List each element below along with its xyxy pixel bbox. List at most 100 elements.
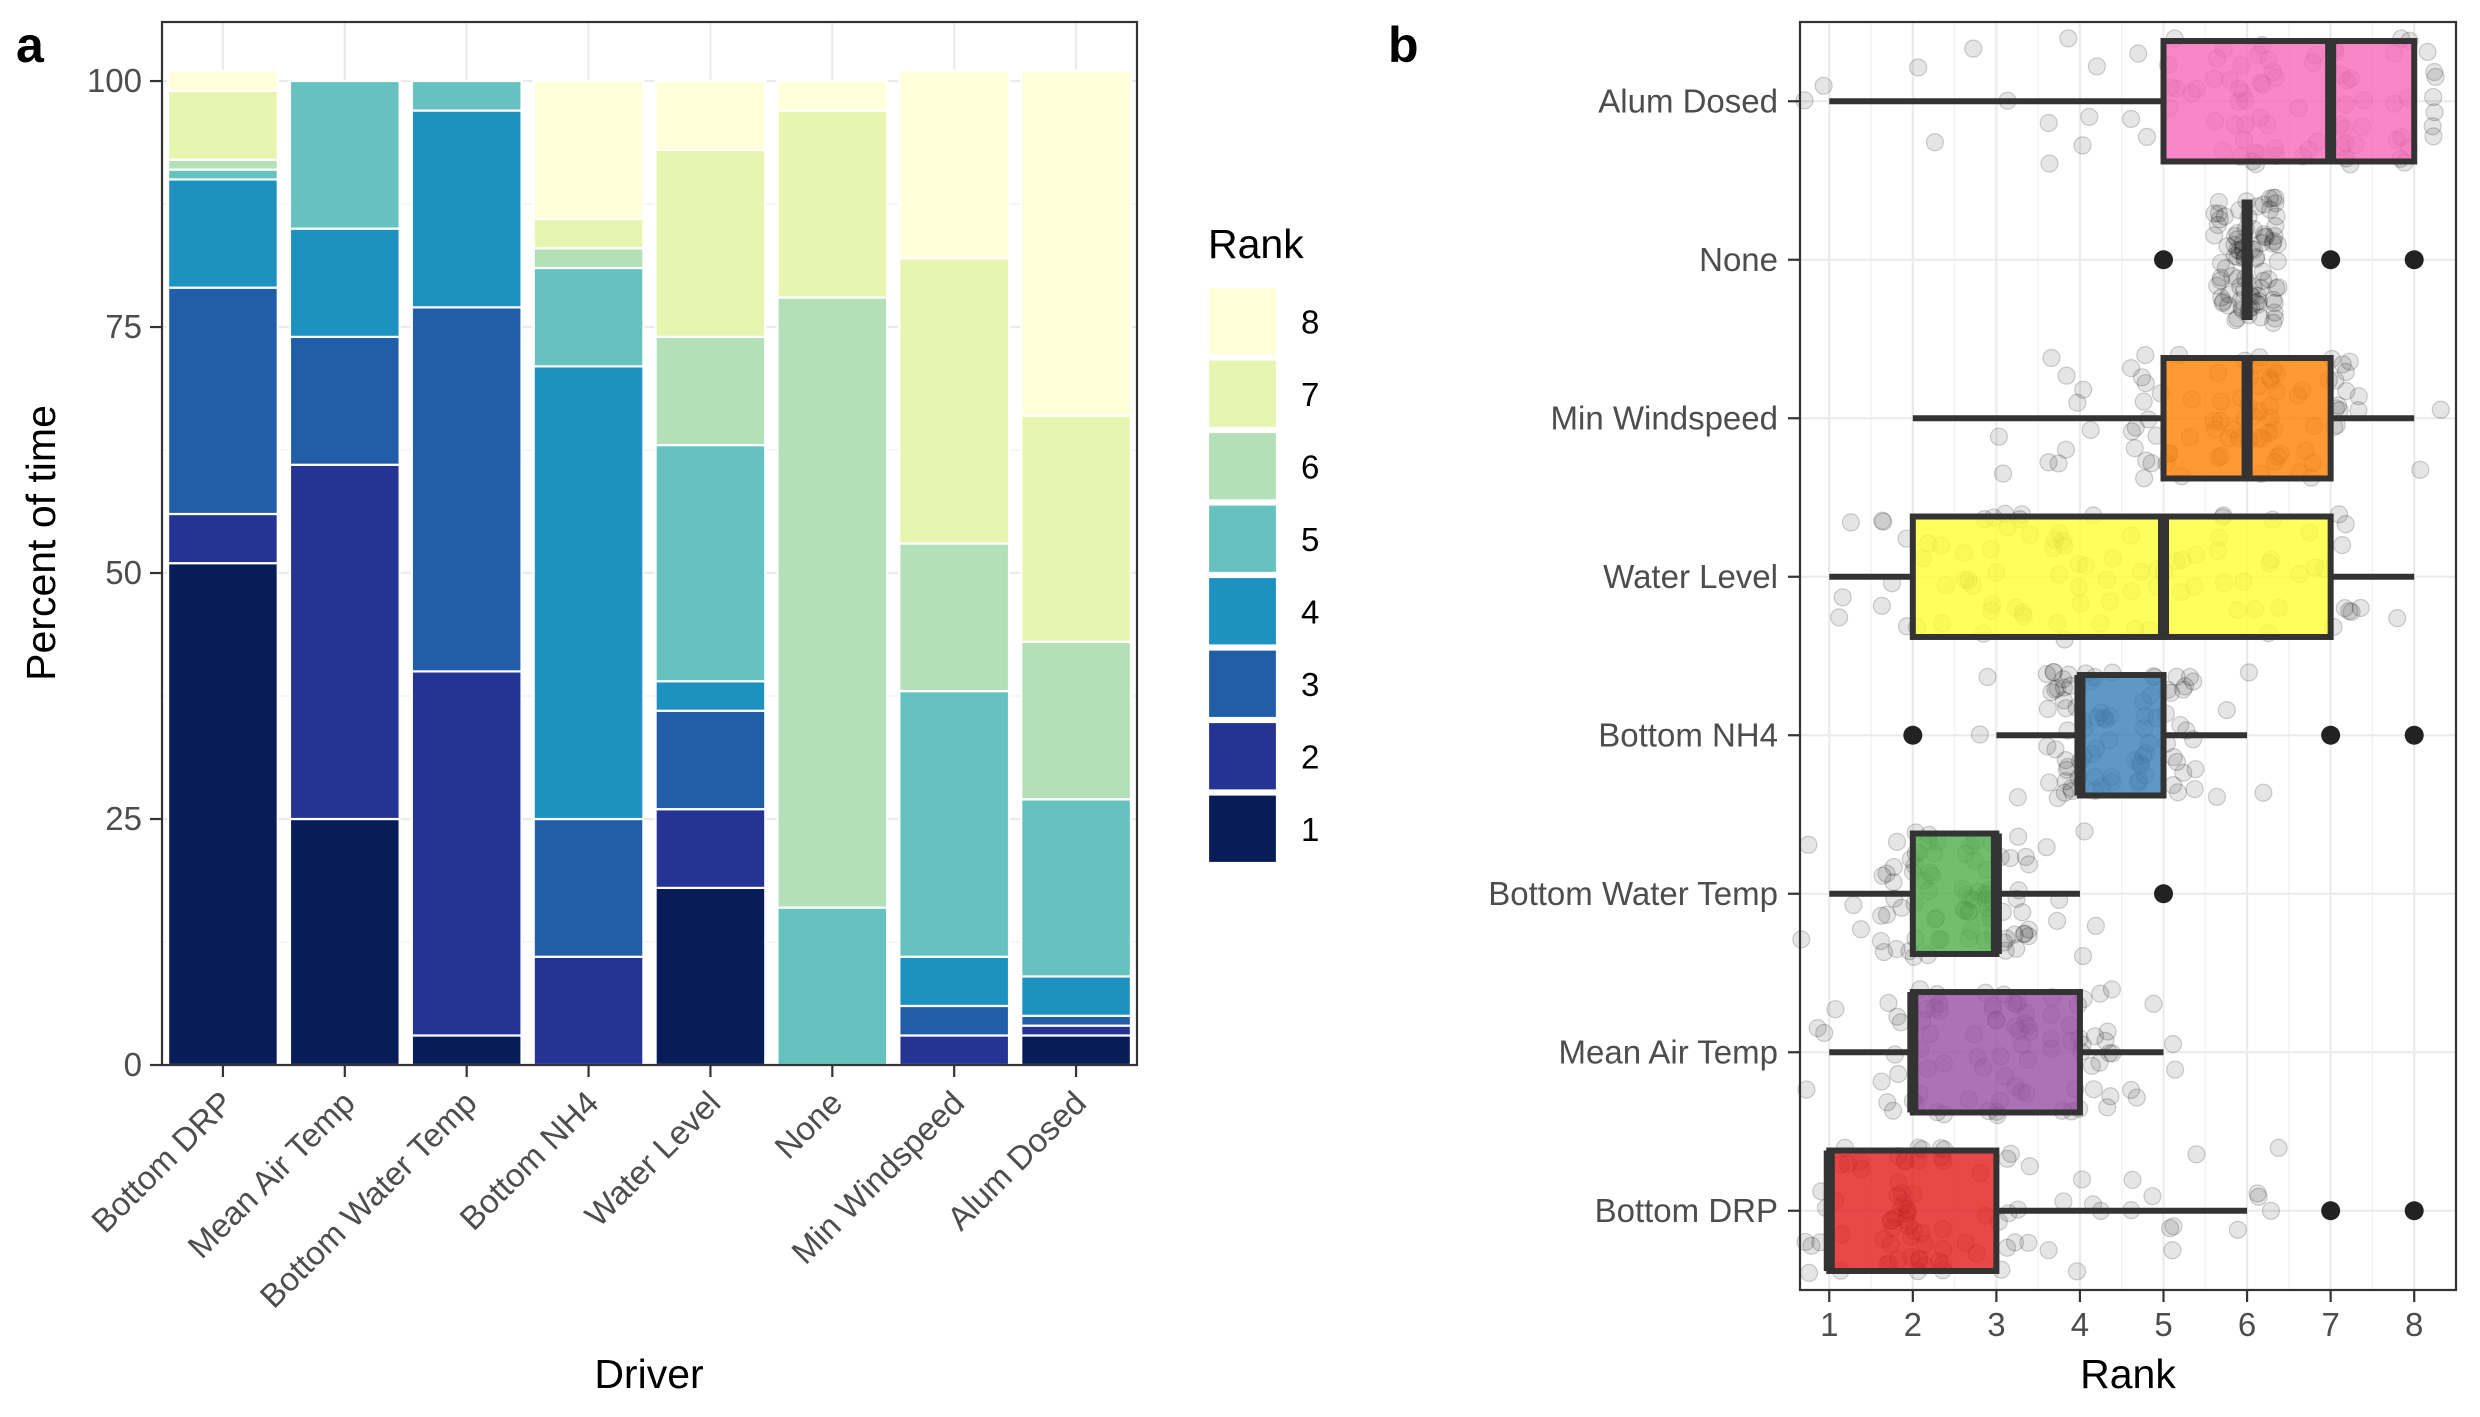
bar-segment-water-level-rank-8 bbox=[654, 79, 767, 152]
panel-b-plot-border bbox=[1798, 20, 2458, 1292]
bar-segment-bottom-drp-rank-3 bbox=[166, 286, 279, 516]
jitter-point-mean-air-temp bbox=[1889, 1064, 1908, 1084]
jitter-point-bottom-nh4 bbox=[2055, 783, 2074, 802]
box-bottom-water-temp bbox=[1909, 830, 2000, 957]
jitter-point-bottom-water-temp bbox=[2037, 838, 2056, 857]
bar-segment-bottom-nh4-rank-2 bbox=[532, 955, 645, 1067]
jitter-point-bottom-water-temp bbox=[1873, 866, 1892, 885]
jitter-point-none bbox=[2254, 271, 2273, 290]
jitter-point-alum-dosed bbox=[1814, 76, 1833, 95]
panel-b-x-tick-label: 8 bbox=[2405, 1306, 2423, 1343]
jitter-point-bottom-nh4 bbox=[2046, 680, 2065, 699]
jitter-point-min-windspeed bbox=[2411, 460, 2430, 479]
jitter-point-none bbox=[2266, 217, 2285, 236]
bar-segment-min-windspeed-rank-6 bbox=[898, 542, 1011, 693]
jitter-point-mean-air-temp bbox=[2098, 1098, 2117, 1117]
panel-a-y-tick-label: 50 bbox=[105, 554, 142, 591]
bar-segment-bottom-nh4-rank-7 bbox=[532, 217, 645, 250]
jitter-point-none bbox=[2264, 290, 2283, 310]
bar-segment-water-level-rank-1 bbox=[654, 886, 767, 1067]
jitter-point-bottom-nh4 bbox=[2239, 663, 2259, 682]
jitter-point-bottom-drp bbox=[1997, 1238, 2017, 1257]
jitter-point-mean-air-temp bbox=[1808, 1019, 1827, 1038]
jitter-point-water-level bbox=[2335, 599, 2354, 618]
jitter-point-alum-dosed bbox=[2039, 113, 2058, 133]
legend-key-rank-3 bbox=[1206, 648, 1279, 720]
jitter-point-bottom-water-temp bbox=[2013, 903, 2032, 922]
legend-key-rank-8 bbox=[1206, 285, 1279, 357]
jitter-point-bottom-water-temp bbox=[1799, 835, 1818, 854]
jitter-point-mean-air-temp bbox=[1797, 1080, 1816, 1099]
panel-a-y-axis-title: Percent of time bbox=[18, 405, 64, 681]
outlier-none bbox=[2154, 250, 2174, 270]
jitter-point-min-windspeed bbox=[2137, 451, 2156, 470]
bar-segment-water-level-rank-6 bbox=[654, 335, 767, 447]
jitter-point-bottom-water-temp bbox=[1877, 905, 1897, 924]
jitter-point-water-level bbox=[2340, 601, 2359, 621]
jitter-point-none bbox=[2218, 237, 2237, 256]
jitter-point-bottom-nh4 bbox=[2207, 787, 2227, 806]
jitter-point-bottom-nh4 bbox=[1970, 725, 1989, 744]
jitter-point-alum-dosed bbox=[2129, 44, 2148, 63]
jitter-point-none bbox=[2209, 204, 2228, 223]
bar-segment-none-rank-8 bbox=[776, 79, 889, 112]
jitter-point-min-windspeed bbox=[2042, 348, 2061, 368]
y-tick-label-bottom-drp: Bottom DRP bbox=[1595, 1192, 1778, 1229]
bar-segment-min-windspeed-rank-8 bbox=[898, 70, 1011, 260]
jitter-point-alum-dosed bbox=[2425, 103, 2444, 122]
legend-label-rank-5: 5 bbox=[1301, 521, 1319, 558]
box-water-level bbox=[1909, 513, 2334, 640]
jitter-point-bottom-drp bbox=[2249, 1187, 2268, 1206]
jitter-point-bottom-water-temp bbox=[1792, 930, 1811, 949]
jitter-point-min-windspeed bbox=[2337, 381, 2356, 401]
bar-segment-water-level-rank-5 bbox=[654, 444, 767, 683]
jitter-point-alum-dosed bbox=[1964, 39, 1983, 58]
jitter-point-water-level bbox=[2351, 598, 2370, 618]
bar-segment-bottom-water-temp-rank-3 bbox=[410, 306, 523, 673]
jitter-point-bottom-water-temp bbox=[1874, 942, 1894, 962]
jitter-point-bottom-nh4 bbox=[2168, 783, 2188, 802]
bar-segment-none-rank-7 bbox=[776, 109, 889, 299]
jitter-point-bottom-nh4 bbox=[2054, 678, 2074, 697]
bar-segment-bottom-water-temp-rank-1 bbox=[410, 1034, 523, 1067]
bar-segment-mean-air-temp-rank-3 bbox=[288, 335, 401, 466]
jitter-point-mean-air-temp bbox=[2085, 1027, 2105, 1046]
panel-b-x-tick-label: 3 bbox=[1987, 1306, 2005, 1343]
jitter-point-none bbox=[2216, 259, 2235, 278]
jitter-point-bottom-nh4 bbox=[2217, 700, 2236, 720]
panel-b-boxes bbox=[1823, 38, 2424, 1274]
jitter-point-bottom-nh4 bbox=[2038, 699, 2057, 719]
bar-segment-min-windspeed-rank-2 bbox=[898, 1034, 1011, 1067]
bar-segment-min-windspeed-rank-5 bbox=[898, 689, 1011, 958]
panel-b-x-axis-title: Rank bbox=[2080, 1351, 2176, 1397]
bar-segment-none-rank-6 bbox=[776, 296, 889, 909]
legend-key-rank-4 bbox=[1206, 575, 1279, 647]
jitter-point-min-windspeed bbox=[2074, 380, 2093, 399]
bar-segment-mean-air-temp-rank-1 bbox=[288, 817, 401, 1067]
jitter-point-alum-dosed bbox=[2073, 136, 2092, 155]
panel-a-y-tick-label: 25 bbox=[105, 800, 142, 837]
jitter-point-bottom-nh4 bbox=[2180, 667, 2199, 687]
jitter-point-mean-air-temp bbox=[2127, 1088, 2146, 1107]
bar-segment-bottom-nh4-rank-6 bbox=[532, 247, 645, 270]
jitter-point-bottom-drp bbox=[2261, 1201, 2281, 1220]
jitter-point-none bbox=[2214, 292, 2233, 311]
jitter-point-water-level bbox=[2388, 609, 2407, 628]
jitter-point-none bbox=[2209, 192, 2228, 212]
legend-key-rank-5 bbox=[1206, 503, 1279, 575]
jitter-point-bottom-drp bbox=[2019, 1233, 2038, 1252]
bar-segment-water-level-rank-2 bbox=[654, 808, 767, 889]
jitter-point-none bbox=[2259, 270, 2278, 289]
jitter-point-none bbox=[2256, 227, 2275, 247]
jitter-point-mean-air-temp bbox=[1815, 1023, 1834, 1043]
jitter-point-mean-air-temp bbox=[2101, 1087, 2120, 1106]
jitter-point-bottom-nh4 bbox=[2175, 677, 2195, 696]
jitter-point-bottom-water-temp bbox=[1884, 857, 1903, 877]
jitter-point-bottom-drp bbox=[2164, 1217, 2183, 1236]
jitter-point-min-windspeed bbox=[2136, 345, 2155, 365]
jitter-point-mean-air-temp bbox=[1872, 1072, 1891, 1091]
outlier-bottom-nh4 bbox=[2321, 725, 2341, 745]
jitter-point-bottom-nh4 bbox=[2056, 772, 2075, 791]
